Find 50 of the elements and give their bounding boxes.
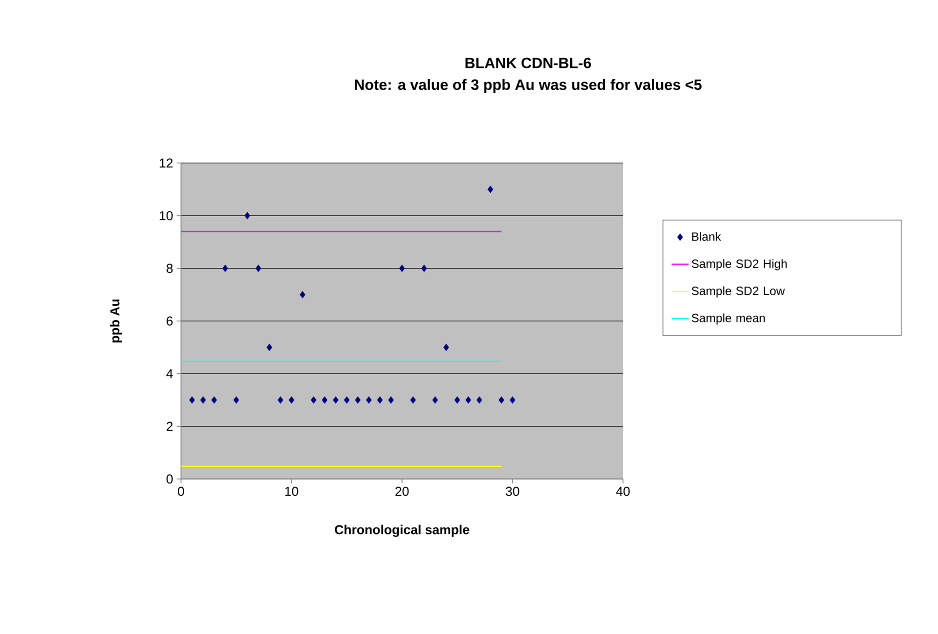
- y-tick-label: 2: [166, 422, 173, 431]
- point: [366, 396, 372, 404]
- point: [288, 396, 294, 404]
- x-tick-label: 0: [178, 486, 184, 496]
- y-tick-label: 8: [166, 264, 173, 273]
- y-tick-label: 10: [160, 211, 173, 220]
- point: [278, 396, 284, 404]
- point: [222, 264, 228, 272]
- x-axis-title: Chronological sample: [334, 524, 470, 537]
- point: [354, 396, 361, 404]
- legend-label: Sample SD2 Low: [692, 286, 785, 298]
- point: [233, 396, 240, 404]
- point: [388, 396, 394, 404]
- y-tick-label: 12: [160, 158, 173, 168]
- point: [344, 396, 350, 404]
- point: [498, 396, 504, 404]
- x-tick-label: 10: [285, 486, 298, 496]
- chart-title: BLANK CDN-BL-6: [466, 58, 591, 68]
- point: [200, 396, 206, 404]
- point: [211, 396, 217, 404]
- point: [421, 264, 427, 272]
- point: [377, 396, 383, 404]
- point: [322, 396, 328, 404]
- point: [488, 186, 494, 194]
- y-tick-label: 4: [166, 369, 173, 378]
- y-axis-title: ppb Au: [110, 300, 122, 342]
- y-tick-label: 6: [166, 316, 173, 326]
- point: [465, 396, 472, 404]
- legend-label: Sample mean: [692, 314, 765, 325]
- point: [510, 396, 516, 404]
- point: [454, 396, 460, 404]
- point: [443, 344, 450, 352]
- point: [256, 264, 262, 272]
- point: [410, 396, 416, 404]
- x-tick-label: 30: [506, 486, 520, 496]
- point: [244, 212, 250, 220]
- point: [399, 264, 405, 272]
- legend-label: Blank: [692, 232, 722, 241]
- point: [432, 396, 438, 404]
- x-tick-label: 40: [616, 486, 630, 496]
- point: [189, 396, 195, 404]
- chart-subtitle: Note: a value of 3 ppb Au was used for values <5: [354, 79, 702, 93]
- point: [332, 396, 339, 404]
- legend-label: Sample SD2 High: [692, 259, 787, 270]
- point: [310, 396, 316, 404]
- x-tick-label: 20: [395, 486, 409, 496]
- point: [300, 290, 306, 298]
- y-tick-label: 0: [166, 474, 173, 484]
- point: [476, 396, 482, 404]
- point: [266, 344, 272, 352]
